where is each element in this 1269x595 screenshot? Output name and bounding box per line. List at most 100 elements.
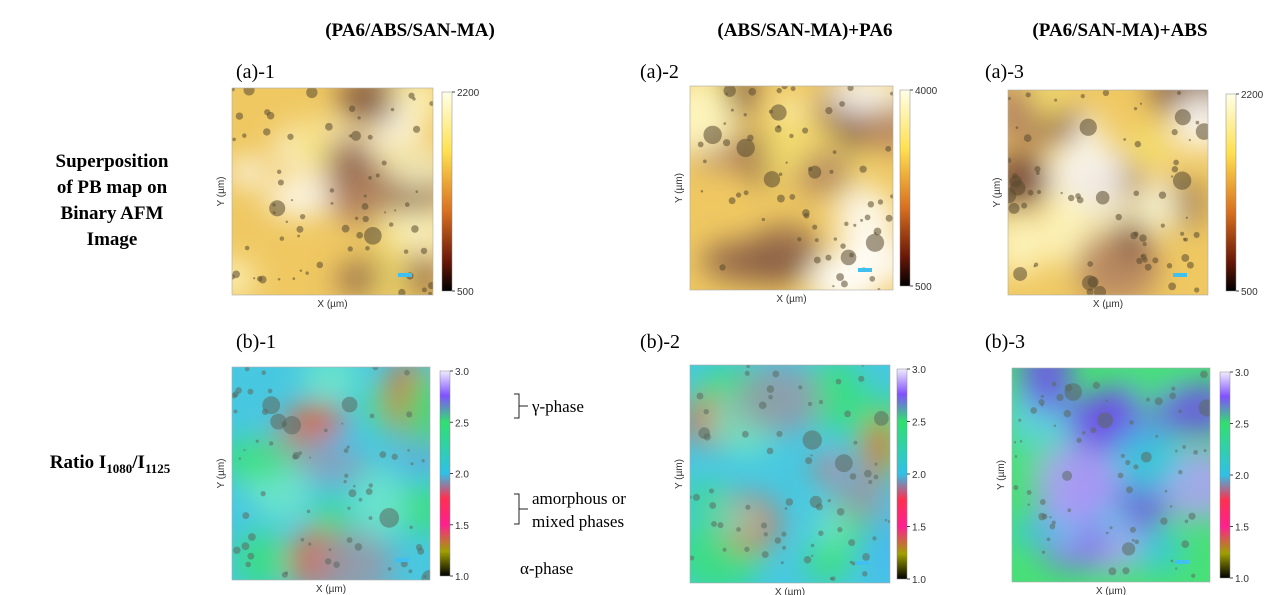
row-label-line: Image: [87, 229, 138, 250]
particle: [1142, 242, 1147, 247]
particle: [368, 176, 372, 180]
particle: [1060, 191, 1063, 195]
particle: [412, 97, 416, 101]
particle: [247, 552, 255, 560]
particle: [744, 546, 750, 552]
particle: [840, 243, 846, 249]
particle: [343, 480, 347, 484]
particle: [723, 122, 727, 125]
blob: [373, 234, 411, 295]
particle: [316, 261, 324, 269]
particle: [784, 507, 788, 510]
particle: [1160, 517, 1168, 525]
particle: [1102, 90, 1110, 96]
particle: [282, 416, 302, 435]
particle: [346, 445, 350, 449]
colorbar-tick-label: 2.5: [1235, 420, 1249, 431]
annotation: α-phase: [520, 559, 573, 578]
particle: [782, 545, 787, 550]
particle: [264, 109, 271, 116]
colorbar: [896, 368, 908, 580]
particle: [363, 194, 367, 198]
x-axis-label: X (µm): [1096, 586, 1126, 595]
particle: [1019, 440, 1023, 443]
annotation: mixed phases: [532, 512, 624, 531]
particle: [1015, 126, 1019, 129]
particle: [780, 561, 784, 565]
particle: [847, 86, 854, 92]
particle: [763, 532, 768, 537]
particle: [1030, 407, 1038, 414]
map-frame: [1007, 89, 1209, 296]
particle: [232, 137, 236, 142]
blob: [1100, 195, 1188, 223]
particle: [1173, 159, 1179, 166]
particle: [285, 220, 289, 224]
particle: [810, 543, 815, 548]
particle: [827, 499, 831, 503]
particle: [1034, 165, 1041, 173]
map-frame: [231, 366, 431, 581]
particle: [1129, 526, 1136, 533]
particle: [408, 92, 415, 99]
particle: [873, 227, 882, 236]
colorbar-tick-label: 2.0: [912, 470, 926, 481]
particle: [1166, 263, 1173, 269]
particle: [1092, 381, 1101, 389]
blob: [690, 485, 729, 511]
particle: [818, 400, 824, 405]
particle: [423, 575, 427, 578]
particle: [785, 161, 788, 164]
colorbar-tick-label: 2.0: [1235, 471, 1249, 482]
particle: [348, 489, 357, 498]
blob: [716, 508, 763, 535]
blob: [1120, 127, 1177, 169]
particle: [730, 108, 734, 112]
particle: [1093, 285, 1107, 295]
particle: [1169, 392, 1177, 400]
particle: [833, 237, 838, 241]
blob: [1033, 444, 1120, 519]
y-axis-label: Y (µm): [674, 459, 685, 489]
particle: [242, 133, 247, 138]
particle: [309, 456, 312, 459]
blob: [306, 453, 370, 479]
particle: [372, 367, 379, 371]
particle: [277, 179, 284, 186]
particle: [797, 237, 802, 242]
particle: [1125, 459, 1131, 466]
blob: [1008, 213, 1045, 277]
particle: [1188, 139, 1191, 142]
particle: [1026, 490, 1032, 495]
scale-bar: [855, 561, 869, 565]
particle: [238, 457, 241, 460]
particle: [260, 491, 266, 497]
particle: [873, 411, 889, 426]
particle: [1076, 437, 1082, 443]
column-title: (PA6/ABS/SAN-MA): [325, 20, 495, 41]
particle: [858, 375, 865, 382]
particle: [877, 199, 884, 205]
scale-bar: [395, 558, 409, 562]
particle: [277, 278, 281, 281]
blob: [396, 482, 430, 535]
particle: [1046, 537, 1051, 542]
particle: [709, 488, 714, 494]
particle: [1034, 262, 1039, 267]
colorbar-tick-label: 500: [1241, 287, 1258, 298]
blob: [857, 103, 893, 152]
particle: [1095, 190, 1110, 205]
particle: [1008, 96, 1011, 101]
particle: [1160, 223, 1165, 228]
particle: [864, 214, 871, 221]
particle: [379, 508, 400, 528]
particle: [717, 522, 724, 529]
particle: [368, 516, 373, 520]
particle: [354, 543, 363, 551]
particle: [394, 209, 397, 212]
panel-label: (a)-1: [236, 61, 275, 83]
particle: [1014, 455, 1018, 458]
particle: [300, 537, 305, 542]
particle: [235, 387, 242, 394]
particle: [776, 430, 783, 437]
